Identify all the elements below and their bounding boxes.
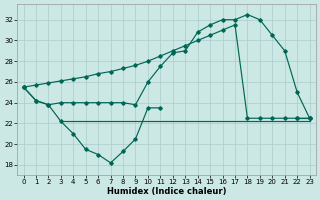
X-axis label: Humidex (Indice chaleur): Humidex (Indice chaleur) bbox=[107, 187, 226, 196]
